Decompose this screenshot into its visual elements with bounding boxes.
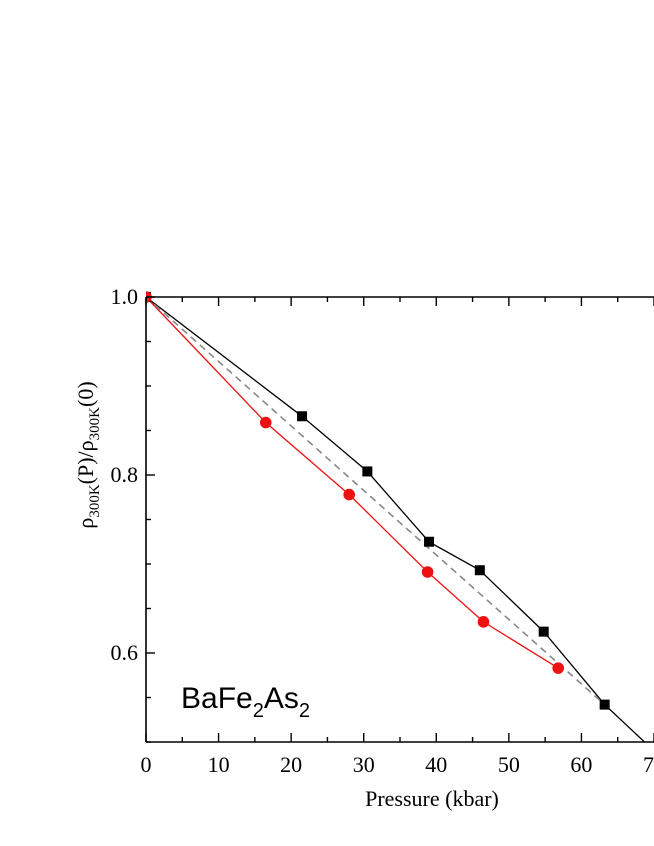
- series-0-point-5: [538, 626, 549, 637]
- series-0-point-1: [297, 411, 308, 422]
- sample-formula-annotation: BaFe2As2: [181, 682, 310, 722]
- series-2-line: [146, 296, 606, 706]
- x-axis-label: Pressure (kbar): [365, 786, 499, 811]
- series-3-line: [604, 704, 646, 742]
- series-0-point-6: [599, 699, 610, 710]
- x-tick-label-70: 70: [643, 752, 654, 777]
- text-part-3: 2: [299, 700, 310, 722]
- x-tick-label-60: 60: [570, 752, 592, 777]
- x-tick-label-20: 20: [280, 752, 302, 777]
- series-0-point-3: [424, 536, 435, 547]
- y-tick-label-0.6: 0.6: [111, 640, 139, 665]
- y-tick-label-1: 1.0: [111, 284, 139, 309]
- series-1-point-2: [343, 488, 356, 501]
- text-part-3: 300K: [87, 407, 103, 441]
- y-axis-label: ρ300K(P)/ρ300K(0): [73, 381, 103, 528]
- text-part-0: BaFe: [181, 682, 253, 715]
- series-1-line: [146, 296, 559, 669]
- text-part-2: As: [264, 682, 299, 715]
- x-tick-label-40: 40: [425, 752, 447, 777]
- y-tick-label-0.8: 0.8: [111, 462, 139, 487]
- x-tick-label-0: 0: [141, 752, 152, 777]
- text-part-2: (P)/ρ: [73, 440, 98, 484]
- axis-ticks: 0 10 20 30 40 50 60 70 0.6 0.8 1.0: [111, 284, 654, 777]
- text-part-4: (0): [73, 381, 98, 407]
- series-1-point-3: [421, 566, 434, 578]
- x-tick-label-10: 10: [208, 752, 230, 777]
- series-1-point-5: [552, 662, 565, 674]
- series-1-point-4: [477, 616, 490, 628]
- plot-area: [146, 291, 646, 742]
- text-part-0: ρ: [73, 518, 98, 529]
- axis-labels: Pressure (kbar) ρ300K(P)/ρ300K(0) BaFe2A…: [73, 381, 499, 811]
- series-1-point-1: [259, 416, 272, 429]
- x-tick-label-50: 50: [498, 752, 520, 777]
- text-part-1: 300K: [87, 484, 103, 518]
- x-tick-label-30: 30: [353, 752, 375, 777]
- text-part-1: 2: [253, 700, 264, 722]
- series-0-point-4: [474, 565, 485, 576]
- series-0-point-2: [362, 466, 373, 477]
